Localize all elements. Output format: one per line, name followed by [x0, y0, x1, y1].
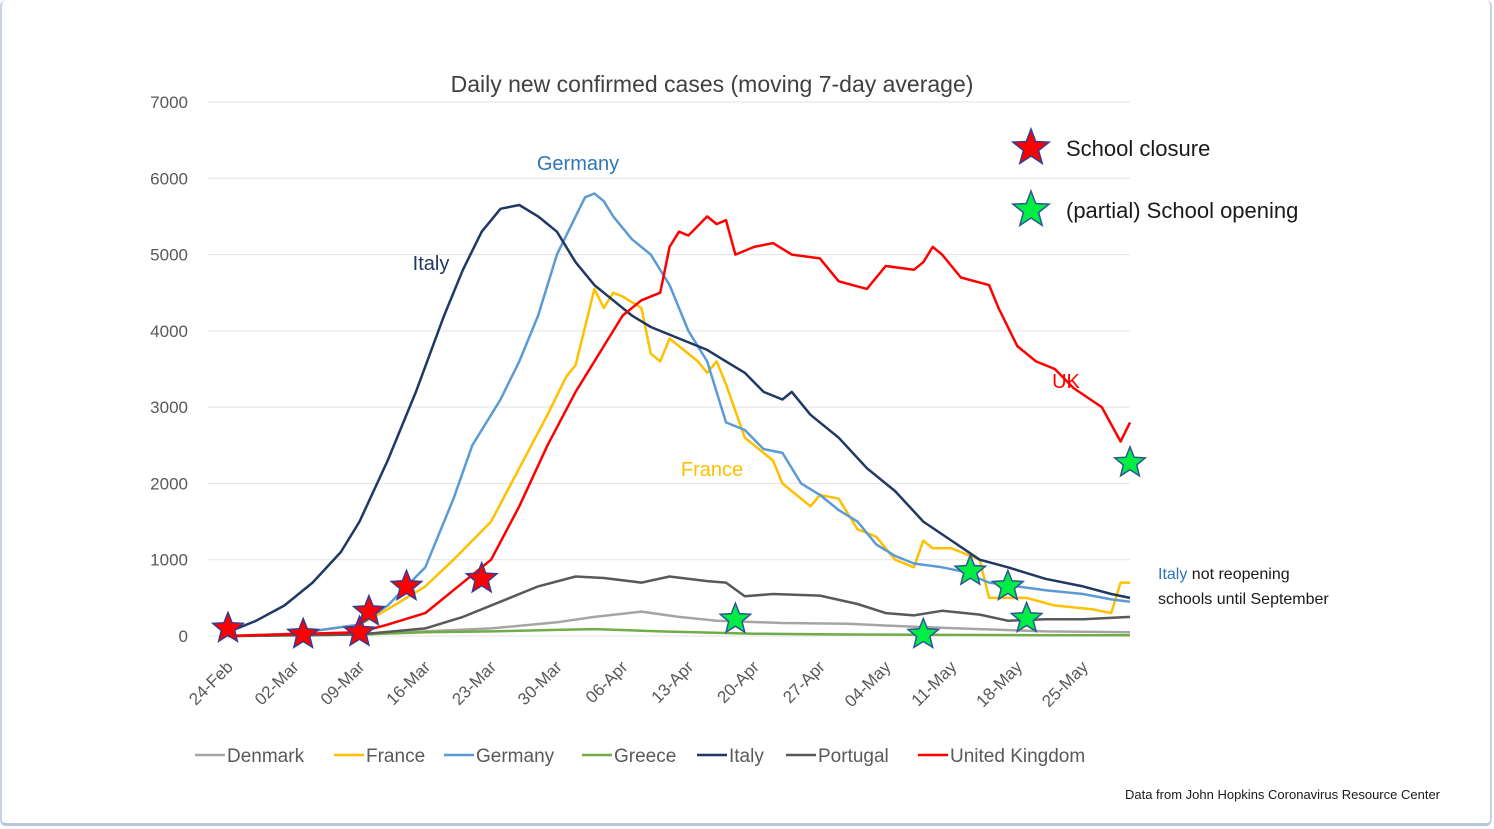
legend-label: Portugal	[818, 746, 889, 767]
series-labels: Germany Italy France UK	[413, 153, 1081, 481]
legend-label: Denmark	[227, 746, 305, 767]
legend-item-portugal: Portugal	[786, 746, 889, 767]
series-line-italy	[227, 203, 1131, 634]
legend-item-germany: Germany	[444, 746, 555, 767]
school-markers	[210, 444, 1148, 650]
x-tick-label: 24-Feb	[185, 657, 237, 709]
series-line-germany	[227, 192, 1131, 638]
school-closure-star	[389, 568, 424, 602]
legend-label: France	[366, 746, 425, 767]
x-tick-label: 11-May	[908, 657, 961, 710]
italy-note-highlight: Italy	[1158, 566, 1187, 583]
x-tick-label: 16-Mar	[383, 657, 435, 709]
legend-label: Greece	[614, 746, 676, 767]
source-note: Data from John Hopkins Coronavirus Resou…	[1125, 787, 1441, 802]
x-tick-label: 02-Mar	[251, 657, 303, 709]
series-label-uk: UK	[1052, 371, 1080, 393]
star-legend-opening: (partial) School opening	[1010, 188, 1298, 228]
x-axis: 24-Feb 02-Mar 09-Mar 16-Mar 23-Mar 30-Mar 06-A…	[185, 657, 1092, 711]
series-lines	[227, 192, 1132, 638]
legend-label: Germany	[476, 746, 555, 767]
series-label-italy: Italy	[413, 253, 450, 275]
y-tick-label: 6000	[150, 169, 188, 188]
series-label-germany: Germany	[537, 153, 619, 175]
chart-title: Daily new confirmed cases (moving 7-day …	[451, 71, 974, 97]
star-legend-label: (partial) School opening	[1066, 198, 1298, 223]
y-tick-label: 2000	[150, 474, 188, 493]
x-tick-label: 04-May	[841, 657, 895, 711]
legend-item-france: France	[334, 746, 425, 767]
series-line-denmark	[227, 610, 1131, 638]
legend-item-united-kingdom: United Kingdom	[918, 746, 1085, 767]
x-tick-label: 23-Mar	[448, 657, 500, 709]
italy-note-line2: schools until September	[1158, 591, 1329, 608]
school-closure-star	[351, 593, 387, 627]
school-closure-star	[210, 610, 246, 643]
star-legend-label: School closure	[1066, 136, 1210, 161]
school-closure-star	[464, 560, 499, 594]
legend-label: United Kingdom	[950, 746, 1085, 767]
school-opening-star	[953, 553, 988, 586]
x-tick-label: 09-Mar	[317, 657, 369, 709]
school-opening-star	[1009, 600, 1044, 634]
school-opening-star	[1112, 444, 1148, 478]
y-tick-label: 5000	[150, 246, 188, 265]
series-line-portugal	[227, 575, 1131, 638]
series-line-greece	[227, 627, 1130, 638]
legend-item-italy: Italy	[697, 746, 764, 767]
y-tick-label: 3000	[150, 398, 188, 417]
school-opening-star	[990, 568, 1026, 602]
x-tick-label: 18-May	[973, 657, 1027, 711]
y-tick-label: 7000	[150, 93, 188, 112]
school-opening-star	[718, 601, 753, 634]
x-tick-label: 13-Apr	[648, 657, 698, 707]
x-tick-label: 25-May	[1038, 657, 1092, 711]
y-tick-label: 4000	[150, 322, 188, 341]
y-tick-label: 0	[179, 627, 188, 646]
y-axis: 0 1000 2000 3000 4000 5000 6000 7000	[150, 93, 188, 646]
star-legend-icon	[1010, 126, 1052, 166]
series-label-france: France	[681, 459, 743, 481]
x-tick-label: 20-Apr	[713, 657, 763, 707]
x-tick-label: 27-Apr	[779, 657, 829, 707]
star-legend-icon	[1010, 188, 1052, 228]
legend: Denmark France Germany Greece Italy Portugal U…	[195, 746, 1085, 767]
legend-label: Italy	[729, 746, 764, 767]
star-legend-closure: School closure	[1010, 126, 1210, 166]
star-legend: School closure (partial) School opening	[1010, 126, 1298, 228]
x-tick-label: 30-Mar	[514, 657, 566, 709]
y-tick-label: 1000	[150, 551, 188, 570]
series-line-united-kingdom	[227, 215, 1132, 638]
school-closure-star	[342, 614, 377, 647]
gridlines	[208, 101, 1130, 637]
school-closure-star	[285, 616, 321, 650]
school-opening-star	[906, 616, 941, 650]
legend-item-denmark: Denmark	[195, 746, 305, 767]
legend-item-greece: Greece	[582, 746, 676, 767]
italy-note-line1: Italy not reopening	[1158, 566, 1290, 583]
x-tick-label: 06-Apr	[582, 657, 632, 707]
italy-note-rest: not reopening	[1187, 566, 1289, 583]
